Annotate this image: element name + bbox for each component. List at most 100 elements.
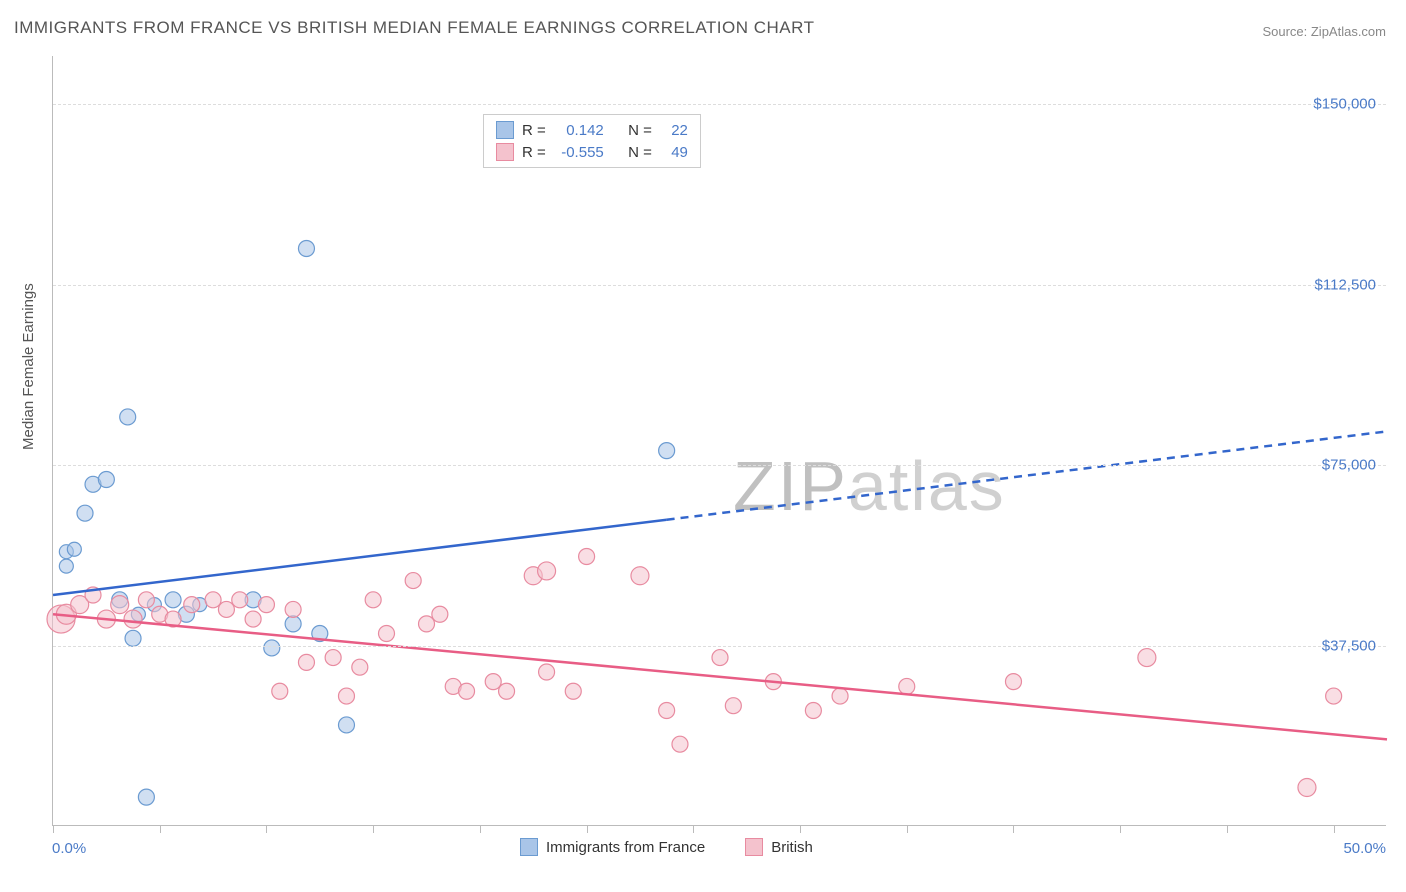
gridline [53, 465, 1386, 466]
y-axis-label: Median Female Earnings [20, 283, 37, 450]
x-tick-mark [266, 825, 267, 833]
scatter-point [111, 596, 129, 614]
scatter-point [298, 241, 314, 257]
n-value-1: 22 [660, 122, 688, 139]
legend-swatch-2 [745, 838, 763, 856]
x-tick-mark [907, 825, 908, 833]
scatter-point [538, 562, 556, 580]
r-value-1: 0.142 [554, 122, 604, 139]
scatter-point [659, 703, 675, 719]
y-tick-label: $75,000 [1322, 457, 1376, 474]
scatter-point [264, 640, 280, 656]
scatter-point [712, 650, 728, 666]
scatter-point [1138, 649, 1156, 667]
scatter-point [285, 601, 301, 617]
scatter-point [77, 505, 93, 521]
gridline [53, 104, 1386, 105]
scatter-point [120, 409, 136, 425]
scatter-point [138, 789, 154, 805]
scatter-point [338, 717, 354, 733]
scatter-point [205, 592, 221, 608]
x-tick-mark [1013, 825, 1014, 833]
scatter-point [138, 592, 154, 608]
scatter-point [579, 549, 595, 565]
x-tick-max: 50.0% [1343, 840, 1386, 857]
chart-title: IMMIGRANTS FROM FRANCE VS BRITISH MEDIAN… [14, 18, 815, 38]
scatter-point [272, 683, 288, 699]
source-label: Source: ZipAtlas.com [1262, 24, 1386, 39]
scatter-point [67, 542, 81, 556]
x-tick-mark [1120, 825, 1121, 833]
x-tick-mark [1227, 825, 1228, 833]
scatter-point [258, 597, 274, 613]
scatter-point [1326, 688, 1342, 704]
scatter-point [325, 650, 341, 666]
x-tick-mark [160, 825, 161, 833]
stats-box: R = 0.142 N = 22 R = -0.555 N = 49 [483, 114, 701, 168]
scatter-point [499, 683, 515, 699]
n-label: N = [628, 144, 652, 161]
trend-line-dashed [667, 431, 1387, 519]
legend: Immigrants from France British [520, 838, 813, 856]
scatter-point [832, 688, 848, 704]
trend-line [53, 614, 1387, 739]
r-label: R = [522, 122, 546, 139]
y-tick-label: $37,500 [1322, 637, 1376, 654]
source-name: ZipAtlas.com [1311, 24, 1386, 39]
stats-swatch-1 [496, 121, 514, 139]
scatter-point [124, 610, 142, 628]
stats-row-1: R = 0.142 N = 22 [496, 119, 688, 141]
scatter-point [725, 698, 741, 714]
gridline [53, 646, 1386, 647]
trend-line [53, 520, 667, 595]
scatter-point [565, 683, 581, 699]
gridline [53, 285, 1386, 286]
legend-label-2: British [771, 839, 813, 856]
n-label: N = [628, 122, 652, 139]
chart-svg [53, 56, 1386, 825]
stats-row-2: R = -0.555 N = 49 [496, 141, 688, 163]
scatter-point [1298, 779, 1316, 797]
scatter-point [338, 688, 354, 704]
legend-label-1: Immigrants from France [546, 839, 705, 856]
scatter-point [98, 472, 114, 488]
y-tick-label: $150,000 [1313, 96, 1376, 113]
scatter-point [672, 736, 688, 752]
scatter-point [631, 567, 649, 585]
scatter-point [805, 703, 821, 719]
scatter-point [539, 664, 555, 680]
scatter-point [165, 592, 181, 608]
scatter-point [298, 654, 314, 670]
x-tick-mark [53, 825, 54, 833]
plot-area: ZIPatlas R = 0.142 N = 22 R = -0.555 N =… [52, 56, 1386, 826]
scatter-point [419, 616, 435, 632]
scatter-point [459, 683, 475, 699]
x-tick-min: 0.0% [52, 840, 86, 857]
source-prefix: Source: [1262, 24, 1310, 39]
scatter-point [59, 559, 73, 573]
scatter-point [285, 616, 301, 632]
x-tick-mark [587, 825, 588, 833]
scatter-point [232, 592, 248, 608]
x-tick-mark [800, 825, 801, 833]
scatter-point [1005, 674, 1021, 690]
scatter-point [125, 630, 141, 646]
scatter-point [218, 601, 234, 617]
scatter-point [245, 611, 261, 627]
scatter-point [405, 573, 421, 589]
scatter-point [432, 606, 448, 622]
scatter-point [485, 674, 501, 690]
scatter-point [184, 597, 200, 613]
scatter-point [899, 678, 915, 694]
legend-item-2: British [745, 838, 813, 856]
scatter-point [659, 443, 675, 459]
x-tick-mark [1334, 825, 1335, 833]
legend-item-1: Immigrants from France [520, 838, 705, 856]
x-tick-mark [373, 825, 374, 833]
scatter-point [379, 626, 395, 642]
stats-swatch-2 [496, 143, 514, 161]
r-label: R = [522, 144, 546, 161]
scatter-point [352, 659, 368, 675]
x-tick-mark [693, 825, 694, 833]
n-value-2: 49 [660, 144, 688, 161]
